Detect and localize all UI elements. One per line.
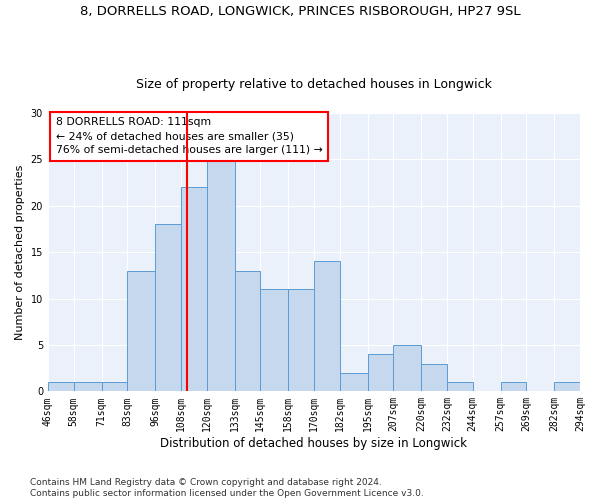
Bar: [127, 270, 155, 392]
Y-axis label: Number of detached properties: Number of detached properties: [15, 164, 25, 340]
Bar: [48, 382, 74, 392]
Bar: [74, 382, 101, 392]
Title: Size of property relative to detached houses in Longwick: Size of property relative to detached ho…: [136, 78, 492, 91]
Bar: [447, 382, 473, 392]
Bar: [314, 262, 340, 392]
Bar: [288, 290, 314, 392]
Bar: [181, 187, 206, 392]
Bar: [394, 345, 421, 392]
Bar: [206, 160, 235, 392]
Text: 8 DORRELLS ROAD: 111sqm
← 24% of detached houses are smaller (35)
76% of semi-de: 8 DORRELLS ROAD: 111sqm ← 24% of detache…: [56, 117, 323, 155]
X-axis label: Distribution of detached houses by size in Longwick: Distribution of detached houses by size …: [160, 437, 467, 450]
Bar: [235, 270, 260, 392]
Bar: [500, 382, 526, 392]
Bar: [155, 224, 181, 392]
Bar: [368, 354, 394, 392]
Bar: [554, 382, 580, 392]
Bar: [340, 373, 368, 392]
Bar: [421, 364, 447, 392]
Bar: [260, 290, 288, 392]
Text: 8, DORRELLS ROAD, LONGWICK, PRINCES RISBOROUGH, HP27 9SL: 8, DORRELLS ROAD, LONGWICK, PRINCES RISB…: [80, 5, 520, 18]
Text: Contains HM Land Registry data © Crown copyright and database right 2024.
Contai: Contains HM Land Registry data © Crown c…: [30, 478, 424, 498]
Bar: [101, 382, 127, 392]
